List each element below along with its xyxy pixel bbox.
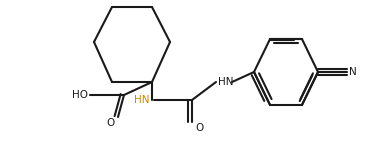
- Text: N: N: [349, 67, 357, 77]
- Text: HN: HN: [135, 95, 150, 105]
- Text: O: O: [107, 118, 115, 128]
- Text: O: O: [195, 123, 203, 133]
- Text: HO: HO: [72, 90, 88, 100]
- Text: HN: HN: [218, 77, 233, 87]
